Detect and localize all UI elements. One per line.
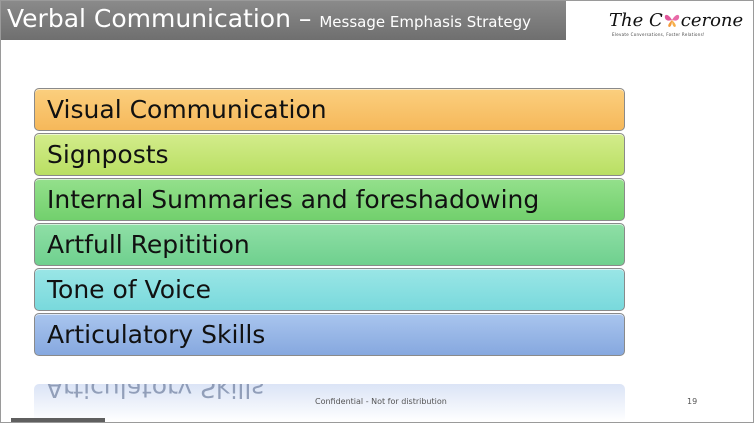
list-item: Tone of Voice <box>34 268 625 311</box>
list-item: Artfull Repitition <box>34 223 625 266</box>
reflection-text: Articulatory Skills <box>46 384 265 403</box>
list-item: Articulatory Skills <box>34 313 625 356</box>
list-item-label: Articulatory Skills <box>47 320 266 349</box>
list-reflection: Articulatory Skills <box>34 384 625 422</box>
logo-tagline: Elevate Conversations, Foster Relations! <box>612 32 705 37</box>
cicerone-logo: The C cerone Elevate Conversations, Fost… <box>609 10 749 40</box>
title-main-text: Verbal Communication – <box>7 4 320 33</box>
list-item-label: Artfull Repitition <box>47 230 250 259</box>
title-subtitle: Message Emphasis Strategy <box>319 13 531 31</box>
butterfly-icon <box>663 12 681 28</box>
list-item-label: Tone of Voice <box>47 275 212 304</box>
list-item-label: Internal Summaries and foreshadowing <box>47 185 540 214</box>
list-item: Signposts <box>34 133 625 176</box>
list-item-label: Signposts <box>47 140 169 169</box>
emphasis-strategy-list: Visual Communication Signposts Internal … <box>34 88 625 358</box>
logo-text-left: The C <box>609 10 663 31</box>
page-number: 19 <box>687 397 698 406</box>
list-item: Internal Summaries and foreshadowing <box>34 178 625 221</box>
slide-progress-bar <box>11 418 105 422</box>
logo-text-right: cerone <box>680 10 744 31</box>
list-item-label: Visual Communication <box>47 95 327 124</box>
list-item: Visual Communication <box>34 88 625 131</box>
confidential-footer: Confidential - Not for distribution <box>315 397 447 406</box>
slide-title: Verbal Communication – Message Emphasis … <box>7 2 531 39</box>
title-bar: Verbal Communication – Message Emphasis … <box>1 1 566 40</box>
